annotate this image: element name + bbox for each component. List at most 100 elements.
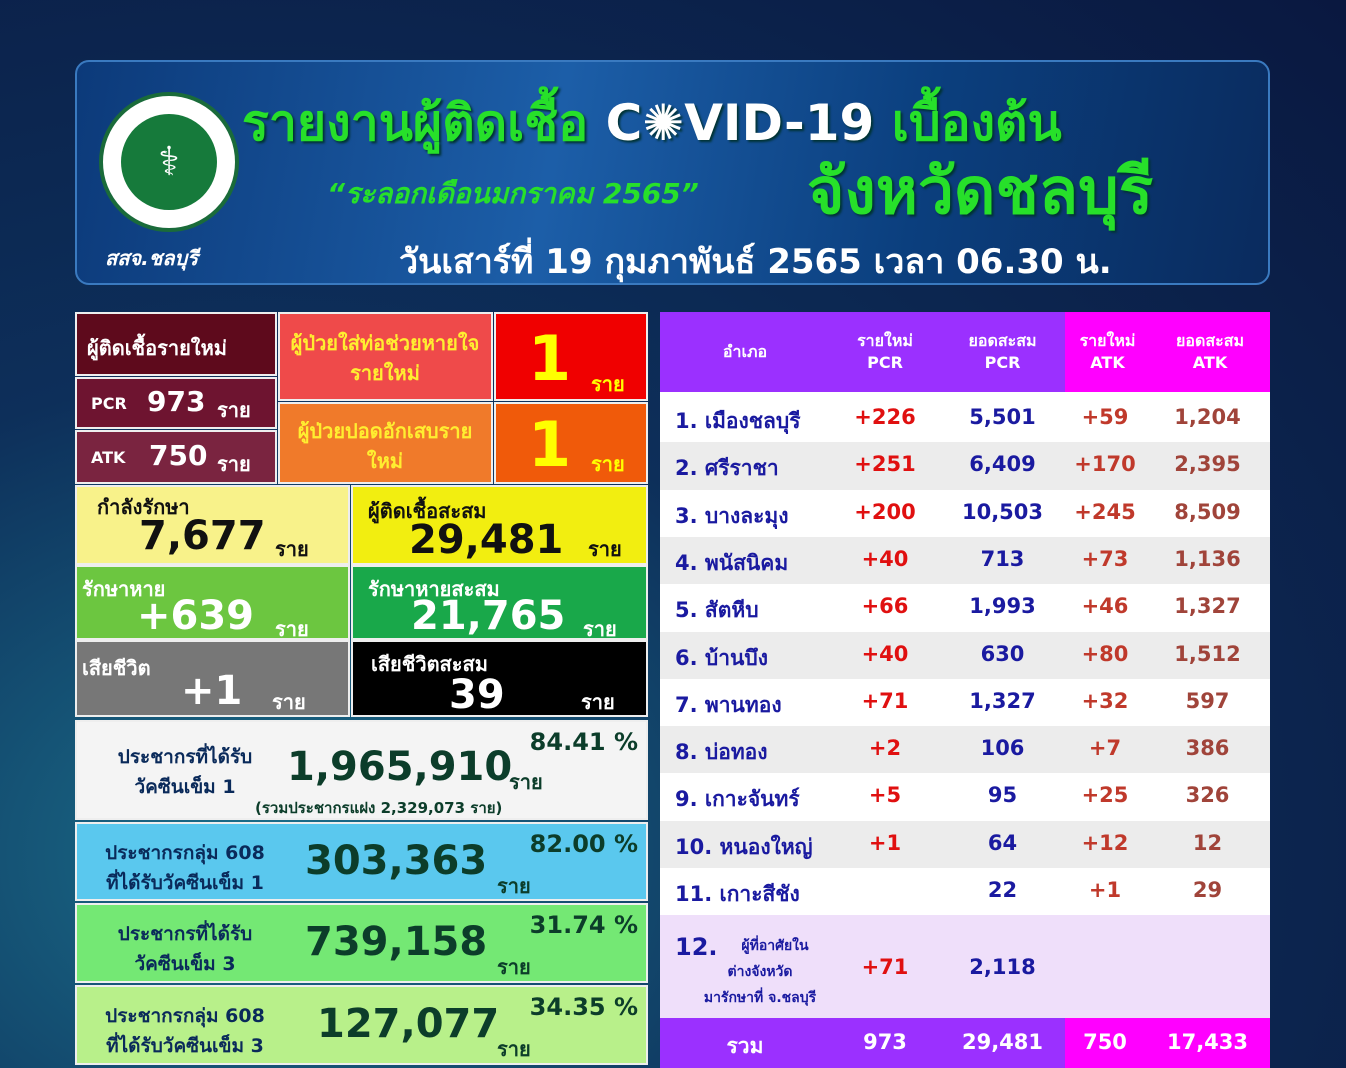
pcr-cum: 10,503 bbox=[961, 499, 1044, 524]
value: 29,481 bbox=[409, 517, 564, 563]
value: 1 bbox=[528, 408, 572, 481]
value: 750 bbox=[149, 439, 208, 472]
label-line: มารักษาที่ จ.ชลบุรี bbox=[703, 990, 817, 1006]
unit: ราย bbox=[588, 537, 622, 561]
pcr-new: +1 bbox=[868, 830, 902, 855]
district: 10. หนองใหญ่ bbox=[675, 834, 813, 859]
value: 21,765 bbox=[411, 593, 566, 639]
label-line: ผู้ที่อาศัยใน bbox=[741, 938, 809, 954]
unit: ราย bbox=[217, 398, 251, 422]
vaccine-note: (รวมประชากรแฝง 2,329,073 ราย) bbox=[255, 799, 503, 817]
label: ผู้ติดเชื้อรายใหม่ bbox=[87, 336, 227, 360]
pcr-cum: 22 bbox=[987, 878, 1018, 902]
label-line: วัคซีนเข็ม 3 bbox=[134, 953, 236, 975]
value: 7,677 bbox=[139, 513, 266, 559]
label: PCR bbox=[91, 394, 127, 413]
header-district: อำเภอ bbox=[660, 312, 830, 392]
ventilator-box: 1 ราย bbox=[494, 312, 648, 401]
recovered-box: รักษาหาย +639 ราย bbox=[75, 565, 350, 640]
district: 7. พานทอง bbox=[675, 692, 782, 717]
pcr-cum: 95 bbox=[987, 783, 1018, 808]
title-part: VID-19 bbox=[684, 94, 875, 152]
label: ผู้ติดเชื้อสะสม bbox=[368, 499, 487, 523]
total-pcr-cum: 29,481 bbox=[961, 1030, 1044, 1054]
unit: ราย bbox=[497, 874, 531, 898]
header-pcr-cum: ยอดสะสม PCR bbox=[940, 312, 1065, 392]
district-table: อำเภอ รายใหม่ PCR ยอดสะสม PCR รายใหม่ AT… bbox=[660, 312, 1270, 1068]
ministry-logo: ⚕ bbox=[99, 92, 239, 232]
vaccine-label: ประชากรที่ได้รับวัคซีนเข็ม 3 bbox=[85, 919, 285, 979]
pcr-cum: 1,327 bbox=[969, 688, 1036, 713]
title-part: เบื้องต้น bbox=[891, 94, 1062, 152]
pcr-new: +71 bbox=[861, 688, 909, 713]
pneumonia-label-box: ผู้ป่วยปอดอักเสบรายใหม่ bbox=[278, 402, 493, 484]
atk-cum: 8,509 bbox=[1174, 499, 1241, 524]
virus-icon: ✺ bbox=[642, 94, 685, 152]
value: 39 bbox=[449, 672, 505, 717]
vaccine-label: ประชากรกลุ่ม 608 ที่ได้รับวัคซีนเข็ม 3 bbox=[85, 1001, 285, 1061]
atk-cum: 12 bbox=[1192, 830, 1223, 855]
atk-new: +59 bbox=[1081, 405, 1129, 429]
pcr-new: +251 bbox=[854, 452, 916, 477]
table-row: 5. สัตหีบ +66 1,993 +46 1,327 bbox=[660, 584, 1270, 632]
atk-cum: 1,136 bbox=[1174, 546, 1241, 571]
pcr-new: +2 bbox=[868, 736, 902, 761]
pcr-cum: 2,118 bbox=[969, 955, 1036, 979]
table-row: 11. เกาะสีชัง 22 +1 29 bbox=[660, 868, 1270, 916]
district: 4. พนัสนิคม bbox=[675, 550, 789, 575]
label: รักษาหายสะสม bbox=[368, 577, 500, 601]
death-cum-box: เสียชีวิตสะสม 39 ราย bbox=[351, 640, 648, 717]
total-atk-cum: 17,433 bbox=[1166, 1030, 1249, 1054]
district: 1. เมืองชลบุรี bbox=[675, 409, 801, 433]
pcr-cum: 630 bbox=[980, 641, 1025, 666]
district: 9. เกาะจันทร์ bbox=[675, 787, 800, 812]
label-line: ประชากรที่ได้รับ bbox=[117, 923, 253, 945]
value: +1 bbox=[181, 668, 243, 714]
total-label: รวม bbox=[726, 1034, 764, 1058]
death-box: เสียชีวิต +1 ราย bbox=[75, 640, 350, 717]
header-banner: ⚕ สสจ.ชลบุรี รายงานผู้ติดเชื้อ C✺VID-19 … bbox=[75, 60, 1270, 285]
atk-new: +1 bbox=[1088, 878, 1122, 902]
unit: ราย bbox=[497, 1037, 531, 1061]
atk-cum: 2,395 bbox=[1174, 452, 1241, 477]
label: ATK bbox=[91, 448, 126, 467]
vaccine-value: 127,077 bbox=[317, 1001, 500, 1047]
pcr-new: +40 bbox=[861, 546, 909, 571]
table-row: 9. เกาะจันทร์ +5 95 +25 326 bbox=[660, 773, 1270, 821]
atk-cum: 386 bbox=[1185, 736, 1230, 761]
header-atk-cum: ยอดสะสม ATK bbox=[1150, 312, 1270, 392]
unit: ราย bbox=[217, 452, 251, 476]
ventilator-label-box: ผู้ป่วยใส่ท่อช่วยหายใจรายใหม่ bbox=[278, 312, 493, 401]
unit: ราย bbox=[509, 770, 543, 794]
vaccine-box: ประชากรที่ได้รับ วัคซีนเข็ม 1 1,965,910 ร… bbox=[75, 720, 648, 820]
atk-cum: 1,327 bbox=[1174, 594, 1241, 619]
label-line: ประชากรที่ได้รับ bbox=[117, 746, 253, 768]
pcr-cum: 6,409 bbox=[969, 452, 1036, 477]
pcr-cum: 106 bbox=[980, 736, 1025, 761]
row-number: 12. bbox=[675, 933, 718, 961]
vaccine-box: ประชากรที่ได้รับ วัคซีนเข็ม 3 739,158 ราย… bbox=[75, 903, 648, 983]
district: 2. ศรีราชา bbox=[675, 456, 779, 481]
district: 5. สัตหีบ bbox=[675, 598, 759, 623]
org-name: สสจ.ชลบุรี bbox=[105, 246, 198, 270]
pcr-cum: 1,993 bbox=[969, 594, 1036, 619]
unit: ราย bbox=[583, 617, 617, 640]
label: ผู้ป่วยปอดอักเสบรายใหม่ bbox=[297, 419, 473, 473]
atk-cum: 326 bbox=[1185, 783, 1230, 808]
pcr-cum: 5,501 bbox=[969, 405, 1036, 429]
vaccine-percent: 34.35 % bbox=[529, 993, 638, 1021]
pcr-new: +71 bbox=[861, 955, 909, 979]
vaccine-percent: 84.41 % bbox=[529, 728, 638, 756]
unit: ราย bbox=[272, 690, 306, 714]
vaccine-label: ประชากรที่ได้รับ วัคซีนเข็ม 1 bbox=[85, 742, 285, 802]
label: ผู้ป่วยใส่ท่อช่วยหายใจรายใหม่ bbox=[290, 331, 480, 385]
total-pcr-new: 973 bbox=[863, 1030, 907, 1054]
province: จังหวัดชลบุรี bbox=[807, 155, 1154, 229]
title-part: รายงานผู้ติดเชื้อ bbox=[242, 94, 589, 152]
unit: ราย bbox=[591, 452, 625, 476]
new-cases-label-box: ผู้ติดเชื้อรายใหม่ bbox=[75, 312, 277, 376]
atk-new: +25 bbox=[1081, 783, 1129, 808]
label: กำลังรักษา bbox=[97, 495, 190, 519]
vaccine-value: 1,965,910 bbox=[287, 744, 513, 790]
label-line: ประชากรกลุ่ม 608 bbox=[105, 1005, 265, 1027]
